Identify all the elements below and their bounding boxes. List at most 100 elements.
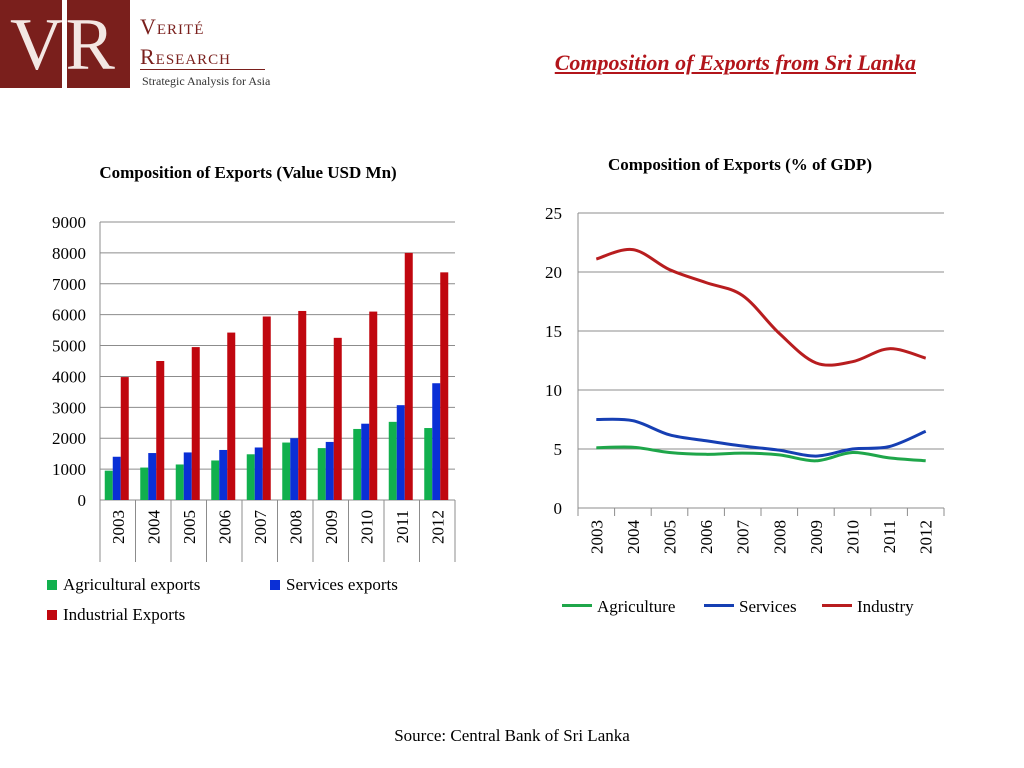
bar-y-tick-label: 2000 bbox=[52, 429, 86, 448]
legend-label: Agricultural exports bbox=[63, 575, 201, 594]
bar-x-tick-label: 2011 bbox=[393, 510, 412, 543]
bar-services-exports-2006 bbox=[219, 449, 228, 500]
bar-chart-legend: Agricultural exports Services exports Indu… bbox=[0, 575, 480, 635]
line-x-tick-label: 2012 bbox=[917, 520, 936, 554]
legend-item-industry: Industry bbox=[822, 597, 914, 617]
bar-agricultural-exports-2008 bbox=[282, 442, 291, 500]
brand-logo: VR bbox=[0, 0, 130, 88]
bar-agricultural-exports-2007 bbox=[246, 454, 255, 500]
line-x-tick-label: 2007 bbox=[734, 520, 753, 555]
bar-industrial-exports-2011 bbox=[404, 252, 413, 500]
bar-x-tick-label: 2005 bbox=[180, 510, 199, 544]
legend-label: Industrial Exports bbox=[63, 605, 186, 624]
bar-y-tick-label: 9000 bbox=[52, 213, 86, 232]
bar-chart: 0 1000 2000 3000 4000 5000 6000 7000 8000 9000 200… bbox=[52, 213, 456, 562]
bar-services-exports-2008 bbox=[290, 438, 299, 500]
bar-industrial-exports-2005 bbox=[191, 347, 200, 500]
bar-agricultural-exports-2006 bbox=[211, 460, 220, 500]
bar-x-tick-label: 2012 bbox=[428, 510, 447, 544]
bar-services-exports-2011 bbox=[396, 405, 405, 500]
bar-x-tick-label: 2006 bbox=[215, 510, 234, 544]
bar-x-tick-label: 2010 bbox=[357, 510, 376, 544]
bar-y-tick-label: 4000 bbox=[52, 367, 86, 386]
line-series-industry bbox=[595, 247, 927, 367]
line-y-tick-label: 15 bbox=[545, 322, 562, 341]
bar-chart-title: Composition of Exports (Value USD Mn) bbox=[99, 163, 397, 182]
logo-divider bbox=[62, 0, 67, 88]
bar-industrial-exports-2003 bbox=[120, 377, 129, 500]
line-series-services bbox=[596, 417, 927, 458]
bar-services-exports-2005 bbox=[183, 452, 192, 500]
legend-swatch bbox=[270, 580, 280, 590]
line-x-tick-label: 2004 bbox=[624, 520, 643, 555]
page-title: Composition of Exports from Sri Lanka bbox=[554, 50, 916, 75]
bar-x-tick-label: 2004 bbox=[144, 510, 163, 545]
line-x-tick-label: 2005 bbox=[661, 520, 680, 554]
line-chart-legend: Agriculture Services Industry bbox=[500, 597, 980, 627]
legend-swatch bbox=[47, 580, 57, 590]
bar-industrial-exports-2004 bbox=[156, 361, 165, 500]
line-y-tick-label: 10 bbox=[545, 381, 562, 400]
bar-x-tick-label: 2008 bbox=[286, 510, 305, 544]
bar-agricultural-exports-2005 bbox=[175, 464, 184, 500]
line-x-tick-label: 2010 bbox=[844, 520, 863, 554]
bar-services-exports-2004 bbox=[148, 453, 157, 500]
bar-industrial-exports-2007 bbox=[262, 316, 271, 500]
bar-services-exports-2007 bbox=[254, 447, 263, 500]
bar-agricultural-exports-2003 bbox=[104, 470, 113, 500]
bar-agricultural-exports-2012 bbox=[424, 428, 433, 500]
bar-y-tick-label: 6000 bbox=[52, 306, 86, 325]
legend-item-agricultural-exports: Agricultural exports bbox=[47, 575, 200, 595]
line-chart: 0 5 10 15 20 25 2003 2004 2005 2006 2007 2008 2009 20… bbox=[545, 204, 945, 555]
bar-agricultural-exports-2004 bbox=[140, 467, 149, 500]
brand-name-line1: Verité bbox=[140, 14, 205, 39]
legend-line-swatch bbox=[562, 604, 592, 607]
line-series-agriculture bbox=[596, 445, 926, 463]
line-x-tick-label: 2009 bbox=[807, 520, 826, 554]
brand-rule bbox=[140, 69, 265, 70]
line-chart-title: Composition of Exports (% of GDP) bbox=[608, 155, 872, 174]
bar-industrial-exports-2010 bbox=[369, 311, 378, 500]
brand-tagline: Strategic Analysis for Asia bbox=[142, 74, 271, 88]
line-x-tick-label: 2011 bbox=[880, 520, 899, 553]
legend-line-swatch bbox=[704, 604, 734, 607]
bar-x-tick-label: 2003 bbox=[109, 510, 128, 544]
bar-y-tick-label: 5000 bbox=[52, 337, 86, 356]
legend-swatch bbox=[47, 610, 57, 620]
bar-agricultural-exports-2010 bbox=[353, 428, 362, 500]
bar-services-exports-2010 bbox=[361, 423, 370, 500]
bar-services-exports-2009 bbox=[325, 441, 334, 500]
legend-label: Services exports bbox=[286, 575, 398, 594]
brand-name-line2: Research bbox=[140, 44, 232, 69]
bar-x-tick-label: 2007 bbox=[251, 510, 270, 545]
bar-industrial-exports-2009 bbox=[333, 337, 342, 500]
legend-item-industrial-exports: Industrial Exports bbox=[47, 605, 185, 625]
legend-item-services-exports: Services exports bbox=[270, 575, 398, 595]
bar-services-exports-2012 bbox=[432, 383, 441, 500]
legend-line-swatch bbox=[822, 604, 852, 607]
line-x-tick-label: 2003 bbox=[587, 520, 606, 554]
bar-industrial-exports-2006 bbox=[227, 332, 236, 500]
legend-label: Agriculture bbox=[597, 597, 676, 616]
line-y-tick-label: 20 bbox=[545, 263, 562, 282]
legend-item-agriculture: Agriculture bbox=[562, 597, 675, 617]
bar-y-tick-label: 3000 bbox=[52, 398, 86, 417]
bar-agricultural-exports-2011 bbox=[388, 421, 397, 500]
legend-label: Industry bbox=[857, 597, 914, 616]
line-y-tick-label: 25 bbox=[545, 204, 562, 223]
bar-x-tick-label: 2009 bbox=[322, 510, 341, 544]
source-note: Source: Central Bank of Sri Lanka bbox=[394, 726, 630, 745]
bar-y-tick-label: 8000 bbox=[52, 244, 86, 263]
legend-item-services: Services bbox=[704, 597, 797, 617]
bar-services-exports-2003 bbox=[112, 456, 121, 500]
line-y-tick-label: 0 bbox=[554, 499, 563, 518]
bar-industrial-exports-2008 bbox=[298, 310, 307, 500]
legend-label: Services bbox=[739, 597, 797, 616]
bar-y-tick-label: 1000 bbox=[52, 460, 86, 479]
bar-y-tick-label: 0 bbox=[78, 491, 87, 510]
bar-y-tick-label: 7000 bbox=[52, 275, 86, 294]
bar-industrial-exports-2012 bbox=[440, 272, 449, 500]
bar-agricultural-exports-2009 bbox=[317, 448, 326, 500]
line-y-tick-label: 5 bbox=[554, 440, 563, 459]
line-x-tick-label: 2008 bbox=[770, 520, 789, 554]
